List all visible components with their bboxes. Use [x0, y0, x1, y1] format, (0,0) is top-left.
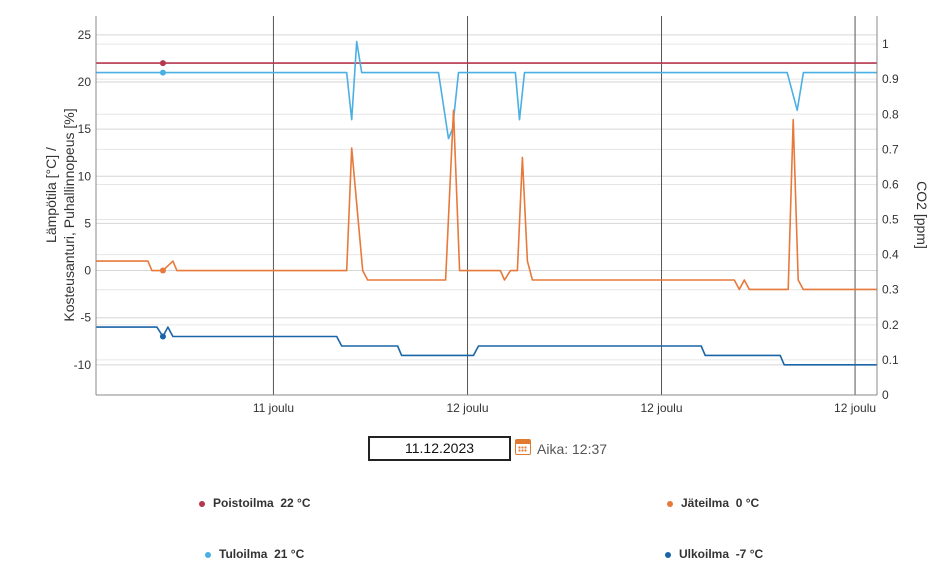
legend-name: Tuloilma: [219, 547, 268, 561]
legend-name: Jäteilma: [681, 496, 730, 510]
series-marker-ulkoilma: [159, 333, 166, 340]
legend-value: 21 °C: [274, 547, 305, 561]
legend-dot: [205, 551, 211, 558]
y-tick-label-left: -5: [80, 311, 91, 325]
y-tick-label-right: 0.2: [882, 318, 899, 332]
series-lines: [96, 40, 877, 366]
y-tick-label-left: 15: [78, 122, 92, 136]
x-tick-label: 11 joulu: [253, 401, 294, 415]
y-tick-label-left: 20: [78, 75, 92, 89]
series-line-ulkoilma: [96, 326, 877, 366]
y-axis-left-label-line2: Kosteusanturi, Puhallinnopeus [%]: [61, 108, 77, 321]
y-tick-label-left: 0: [84, 264, 91, 278]
y-tick-label-right: 0.9: [882, 72, 899, 86]
x-tick-label: 12 joulu: [834, 401, 876, 415]
y-tick-label-left: 5: [84, 216, 91, 230]
y-axis-right-label: CO2 [ppm]: [914, 181, 930, 249]
grid-lines: [96, 16, 877, 396]
legend-value: -7 °C: [735, 547, 764, 561]
legend-dot: [199, 500, 205, 507]
y-tick-label-right: 1: [882, 37, 889, 51]
y-tick-label-right: 0.7: [882, 142, 899, 156]
y-tick-label-right: 0.6: [882, 177, 899, 191]
y-tick-label-right: 0.8: [882, 107, 899, 121]
legend-name: Ulkoilma: [679, 547, 730, 561]
calendar-icon[interactable]: [515, 439, 531, 455]
x-tick-label: 12 joulu: [446, 401, 488, 415]
y-axis-left-label-line1: Lämpötila [°C] /: [43, 147, 59, 243]
legend-dot: [665, 551, 671, 558]
series-line-tuloilma: [96, 40, 877, 140]
series-marker-tuloilma: [159, 69, 166, 76]
y-tick-label-right: 0.1: [882, 353, 899, 367]
line-chart: -10 -5 0 5 10 15 20 25 0 0.1 0.2 0.3 0.4 0.5 0.6 0.7 0.8…: [43, 16, 930, 415]
y-tick-label-left: -10: [74, 358, 92, 372]
y-tick-label-right: 0.4: [882, 248, 899, 262]
y-tick-label-right: 0.5: [882, 213, 899, 227]
legend-dot: [667, 500, 673, 507]
x-tick-label: 12 joulu: [640, 401, 682, 415]
time-label: Aika: 12:37: [537, 441, 608, 457]
legend-item-tuloilma[interactable]: Tuloilma 21 °C: [205, 547, 304, 561]
legend-name: Poistoilma: [213, 496, 274, 510]
axes: -10 -5 0 5 10 15 20 25 0 0.1 0.2 0.3 0.4 0.5 0.6 0.7 0.8…: [74, 16, 899, 415]
y-tick-label-right: 0: [882, 388, 889, 402]
y-tick-label-right: 0.3: [882, 283, 899, 297]
date-input[interactable]: 11.12.2023: [368, 436, 511, 461]
y-tick-label-left: 10: [78, 169, 92, 183]
legend-value: 0 °C: [735, 496, 760, 510]
series-marker-poistoilma: [159, 60, 166, 67]
legend-value: 22 °C: [280, 496, 311, 510]
series-line-jäteilma: [96, 109, 877, 291]
series-marker-jäteilma: [159, 267, 166, 274]
legend-item-ulkoilma[interactable]: Ulkoilma -7 °C: [665, 547, 763, 561]
legend-item-jateilma[interactable]: Jäteilma 0 °C: [667, 496, 759, 510]
legend-item-poistoilma[interactable]: Poistoilma 22 °C: [199, 496, 311, 510]
y-tick-label-left: 25: [78, 28, 92, 42]
